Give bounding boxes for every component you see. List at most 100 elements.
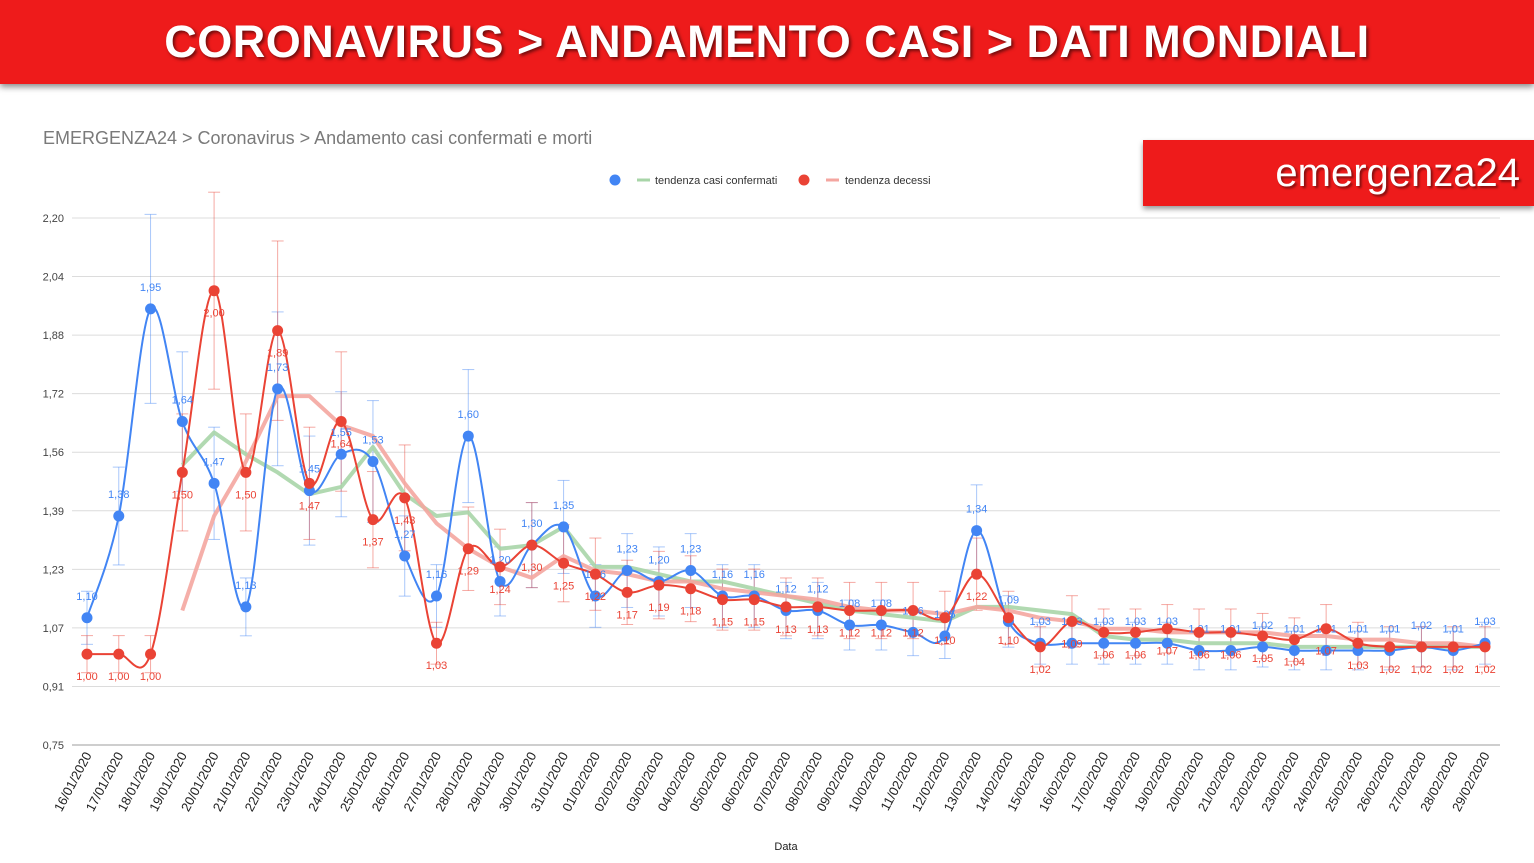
deaths-point [1034,641,1046,653]
deaths-point [335,416,347,428]
y-tick-label: 1,39 [43,506,64,518]
deaths-point [1384,641,1396,653]
confirmed-data-label: 1,02 [1252,620,1273,632]
deaths-point [431,637,442,649]
deaths-data-label: 1,00 [76,671,97,683]
confirmed-data-label: 1,10 [76,591,97,603]
deaths-point [844,605,856,617]
confirmed-data-label: 1,35 [553,500,574,512]
deaths-point [621,586,633,598]
deaths-data-label: 1,07 [1157,646,1178,658]
deaths-data-label: 1,13 [775,624,796,636]
confirmed-point [589,590,601,602]
confirmed-point [176,416,188,428]
deaths-point [462,543,474,555]
deaths-point [208,285,220,297]
deaths-data-label: 1,43 [394,515,415,527]
confirmed-data-label: 1,16 [426,569,447,581]
deaths-point [145,648,157,660]
confirmed-point [81,612,93,624]
confirmed-data-label: 1,27 [394,529,415,541]
deaths-data-label: 1,03 [1347,660,1368,672]
deaths-point [748,594,760,606]
confirmed-data-label: 1,09 [998,594,1019,606]
deaths-data-label: 1,13 [807,624,828,636]
deaths-point [1225,626,1237,638]
deaths-data-label: 1,00 [108,671,129,683]
confirmed-data-label: 1,01 [1379,624,1400,636]
brand-label: emergenza24 [1275,150,1520,195]
deaths-data-label: 1,02 [1379,664,1400,676]
confirmed-point [1288,645,1300,657]
confirmed-point [113,510,125,522]
confirmed-data-label: 1,23 [616,544,637,556]
deaths-point [240,466,252,478]
deaths-data-label: 1,19 [648,602,669,614]
confirmed-point [875,619,887,631]
confirmed-data-label: 1,08 [871,598,892,610]
deaths-point [1447,641,1459,653]
confirmed-data-label: 1,16 [744,569,765,581]
deaths-point [685,583,697,595]
deaths-point [1066,615,1078,627]
confirmed-data-label: 1,12 [775,584,796,596]
deaths-data-label: 1,50 [172,489,193,501]
trend-deaths-line [180,394,1486,649]
confirmed-point [240,601,252,613]
deaths-data-label: 1,15 [712,617,733,629]
deaths-point [558,557,570,569]
confirmed-data-label: 1,23 [680,544,701,556]
confirmed-data-label: 1,08 [839,598,860,610]
confirmed-data-label: 1,47 [203,456,224,468]
deaths-point [1130,626,1141,638]
confirmed-data-label: 1,01 [1284,624,1305,636]
deaths-data-label: 1,12 [839,628,860,640]
confirmed-point [399,550,411,562]
deaths-point [1320,623,1332,635]
legend-label-trend-deaths: tendenza decessi [845,175,931,187]
deaths-data-label: 1,06 [1125,649,1146,661]
confirmed-point [367,456,379,468]
brand-badge: emergenza24 [1143,140,1534,206]
y-tick-label: 1,56 [43,447,64,459]
confirmed-data-label: 1,01 [1443,624,1464,636]
deaths-data-label: 1,37 [362,537,383,549]
deaths-data-label: 1,89 [267,348,288,360]
deaths-data-label: 1,03 [426,660,447,672]
deaths-data-label: 1,02 [1411,664,1432,676]
deaths-data-label: 1,22 [966,591,987,603]
deaths-point [971,568,983,580]
deaths-data-label: 1,02 [1443,664,1464,676]
deaths-point [1352,637,1364,649]
deaths-data-label: 1,10 [934,635,955,647]
deaths-data-label: 1,10 [998,635,1019,647]
deaths-point [1193,626,1205,638]
confirmed-data-label: 1,03 [1093,616,1114,628]
deaths-point [303,477,315,489]
confirmed-data-label: 1,03 [1474,616,1495,628]
confirmed-data-label: 1,03 [1029,616,1050,628]
deaths-point [812,601,824,613]
deaths-data-label: 1,06 [1188,649,1209,661]
confirmed-point [939,630,951,642]
deaths-point [875,605,887,617]
deaths-point [81,648,93,660]
confirmed-data-label: 1,55 [330,427,351,439]
confirmed-data-label: 1,45 [299,464,320,476]
confirmed-point [971,525,983,537]
deaths-point [780,601,792,613]
deaths-data-label: 1,50 [235,489,256,501]
confirmed-point [1320,645,1332,657]
y-tick-label: 1,88 [43,330,64,342]
y-tick-label: 2,04 [43,272,64,284]
deaths-data-label: 1,05 [1252,653,1273,665]
deaths-data-label: 1,06 [1220,649,1241,661]
deaths-point [939,612,951,624]
legend-label-trend-confirmed: tendenza casi confermati [655,175,777,187]
deaths-point [176,466,188,478]
confirmed-data-label: 1,03 [1125,616,1146,628]
deaths-data-label: 1,64 [330,439,351,451]
deaths-point [526,539,538,551]
deaths-data-label: 1,25 [553,580,574,592]
y-tick-label: 1,72 [43,389,64,401]
